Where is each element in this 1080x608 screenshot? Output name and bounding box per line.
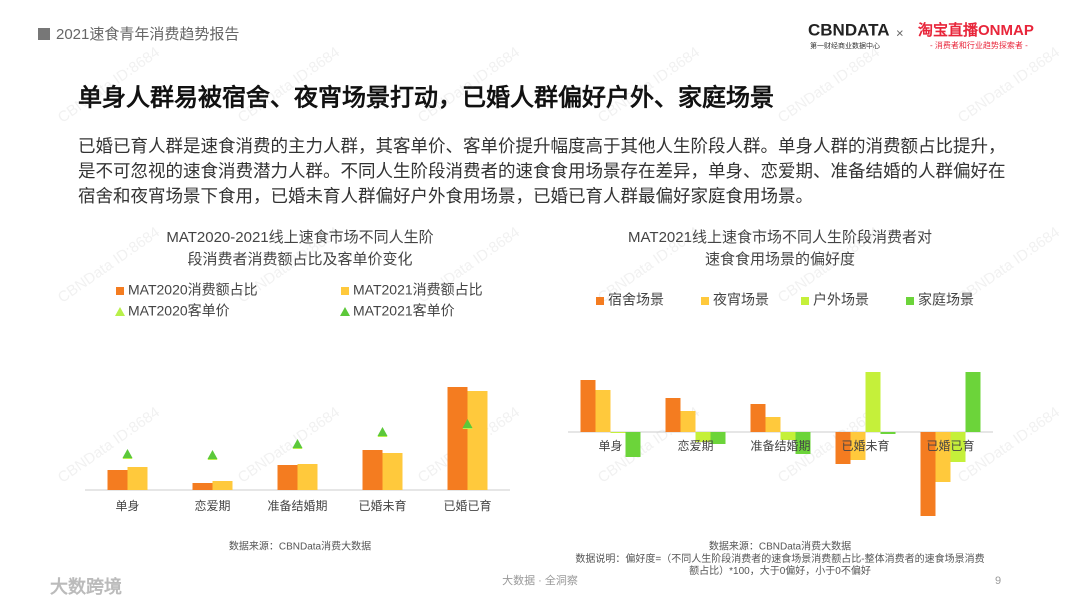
x-tick-label: 已婚未育 <box>358 498 406 513</box>
slide-title: 单身人群易被宿舍、夜宵场景打动，已婚人群偏好户外、家庭场景 <box>78 83 774 111</box>
logo-sub: - 消费者和行业趋势探索者 - <box>930 40 1028 50</box>
bar <box>880 432 896 434</box>
bar <box>447 387 468 490</box>
x-tick-label: 准备结婚期 <box>267 499 327 513</box>
bar <box>950 432 966 462</box>
bar <box>192 483 213 490</box>
report-name: 2021速食青年消费趋势报告 <box>56 26 239 43</box>
legend-marker <box>906 297 914 305</box>
legend-label: 宿舍场景 <box>608 292 664 308</box>
bar <box>362 450 383 490</box>
bar <box>965 372 981 432</box>
bar <box>935 432 951 482</box>
bar <box>710 432 726 444</box>
price-marker <box>377 427 388 436</box>
bar <box>595 390 611 432</box>
price-marker <box>207 450 218 459</box>
legend-marker <box>115 307 125 316</box>
x-tick-label: 已婚未育 <box>841 438 889 453</box>
bar <box>625 432 641 457</box>
bar <box>920 432 936 516</box>
bar <box>467 391 488 490</box>
bar <box>297 464 318 490</box>
x-tick-label: 已婚已育 <box>443 498 491 513</box>
text-block: 数据说明：偏好度=（不同人生阶段消费者的速食场景消费额占比-整体消费者的速食场景… <box>575 552 984 577</box>
bar <box>277 465 298 490</box>
bar <box>610 432 626 433</box>
bar <box>212 481 233 490</box>
bar <box>680 411 696 432</box>
times: × <box>896 25 904 40</box>
watermark: CBNData ID:8684 <box>775 44 883 127</box>
charts: MAT2020-2021线上速食市场不同人生阶段消费者消费额占比及客单价变化 MA… <box>85 229 993 577</box>
bar <box>850 432 866 460</box>
bar <box>835 432 851 464</box>
legend-label: MAT2021消费额占比 <box>353 282 483 298</box>
x-tick-label: 单身 <box>598 438 622 453</box>
x-tick-label: 恋爱期 <box>677 438 713 453</box>
text-block: MAT2020-2021线上速食市场不同人生阶段消费者消费额占比及客单价变化 <box>166 229 433 268</box>
logo: CBNDATA <box>808 20 890 39</box>
legend-label: MAT2020客单价 <box>128 303 230 319</box>
legend-label: 家庭场景 <box>918 292 974 308</box>
bar <box>695 432 711 442</box>
bar <box>580 380 596 432</box>
header-square <box>38 28 50 40</box>
legend-label: 夜宵场景 <box>713 292 769 308</box>
price-marker <box>292 439 303 448</box>
legend-label: MAT2020消费额占比 <box>128 282 258 298</box>
page-number: 9 <box>995 575 1001 587</box>
bar <box>127 467 148 490</box>
price-marker <box>122 449 133 458</box>
text-block: MAT2021线上速食市场不同人生阶段消费者对速食食用场景的偏好度 <box>628 229 932 268</box>
bar <box>795 432 811 454</box>
price-marker <box>462 419 473 428</box>
bar <box>665 398 681 432</box>
source: 数据来源：CBNData消费大数据 <box>229 540 371 553</box>
legend-marker <box>801 297 809 305</box>
source: 数据来源：CBNData消费大数据 <box>709 540 851 553</box>
logo-sub: 第一财经商业数据中心 <box>810 41 880 50</box>
bar <box>382 453 403 490</box>
bar <box>865 372 881 432</box>
legend-marker <box>596 297 604 305</box>
legend-marker <box>341 287 349 295</box>
legend-marker <box>701 297 709 305</box>
legend-marker <box>340 307 350 316</box>
x-tick-label: 准备结婚期 <box>750 439 810 453</box>
x-tick-label: 已婚已育 <box>926 438 974 453</box>
logo: 淘宝直播ONMAP <box>917 21 1034 39</box>
body-text: 已婚已育人群是速食消费的主力人群，其客单价、客单价提升幅度高于其他人生阶段人群。… <box>78 136 1006 206</box>
legend-label: 户外场景 <box>813 292 869 308</box>
footer: 大数据 · 全洞察 <box>502 573 578 587</box>
bar <box>750 404 766 432</box>
bar <box>780 432 796 440</box>
legend-label: MAT2021客单价 <box>353 303 455 319</box>
bar <box>107 470 128 490</box>
bar <box>765 417 781 432</box>
x-tick-label: 单身 <box>115 498 139 513</box>
legend-marker <box>116 287 124 295</box>
watermark: CBNData ID:8684 <box>955 44 1063 127</box>
x-tick-label: 恋爱期 <box>194 498 230 513</box>
brand: 大数跨境 <box>50 576 122 597</box>
